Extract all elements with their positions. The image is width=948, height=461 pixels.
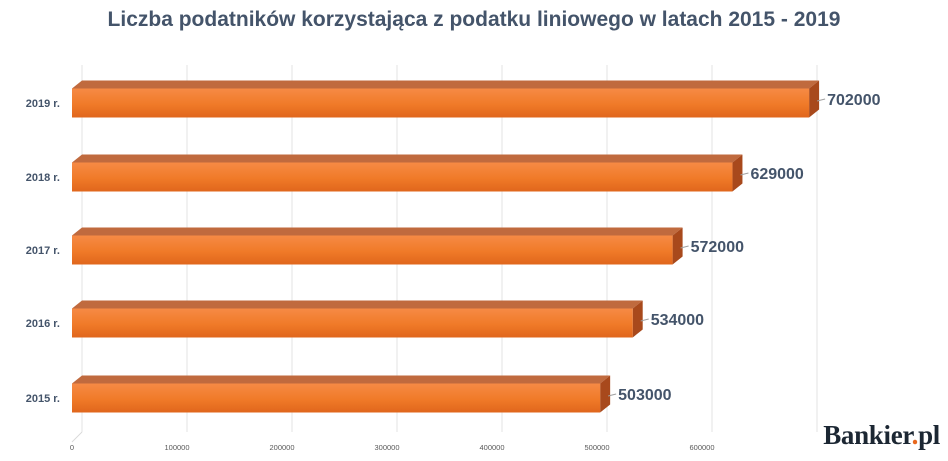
bar	[72, 162, 733, 192]
data-label-leader	[816, 98, 826, 102]
bar-top	[72, 375, 611, 384]
x-tick-label: 100000	[164, 443, 189, 452]
x-tick-label: 0	[70, 443, 74, 452]
data-label: 629000	[750, 166, 803, 183]
axis-depth-line	[71, 431, 83, 443]
data-label-leader	[640, 318, 649, 322]
bar-side	[672, 227, 683, 265]
brand-name-dot: .	[911, 420, 919, 450]
bar	[72, 235, 673, 265]
data-label: 534000	[651, 312, 704, 329]
bar	[72, 383, 601, 413]
bar	[72, 308, 633, 338]
bar-top	[72, 154, 743, 163]
bar-side	[809, 80, 820, 118]
data-label-leader	[680, 245, 689, 249]
data-label: 702000	[827, 92, 880, 109]
x-tick-label: 500000	[584, 443, 609, 452]
x-tick-label: 200000	[269, 443, 294, 452]
data-label-leader	[608, 393, 617, 397]
data-label-leader	[740, 172, 749, 176]
bar-top	[72, 80, 820, 89]
brand-logo: Bankier.pl	[823, 420, 940, 451]
x-tick-label: 300000	[374, 443, 399, 452]
bar-side	[600, 375, 611, 413]
data-label: 503000	[618, 387, 671, 404]
bar-side	[632, 300, 643, 338]
brand-name-suffix: pl	[918, 420, 940, 450]
bar-top	[72, 227, 683, 236]
data-label: 572000	[691, 239, 744, 256]
y-category-label: 2016 r.	[26, 318, 60, 330]
bar	[72, 88, 810, 118]
bar-top	[72, 300, 643, 309]
x-tick-label: 400000	[479, 443, 504, 452]
chart-title: Liczba podatników korzystająca z podatku…	[107, 8, 841, 31]
y-category-label: 2015 r.	[26, 393, 60, 405]
brand-name-prefix: Bankier	[823, 420, 912, 450]
y-category-label: 2019 r.	[26, 98, 60, 110]
y-category-label: 2018 r.	[26, 172, 60, 184]
bar-side	[732, 154, 743, 192]
y-category-label: 2017 r.	[26, 245, 60, 257]
x-tick-label: 600000	[689, 443, 714, 452]
